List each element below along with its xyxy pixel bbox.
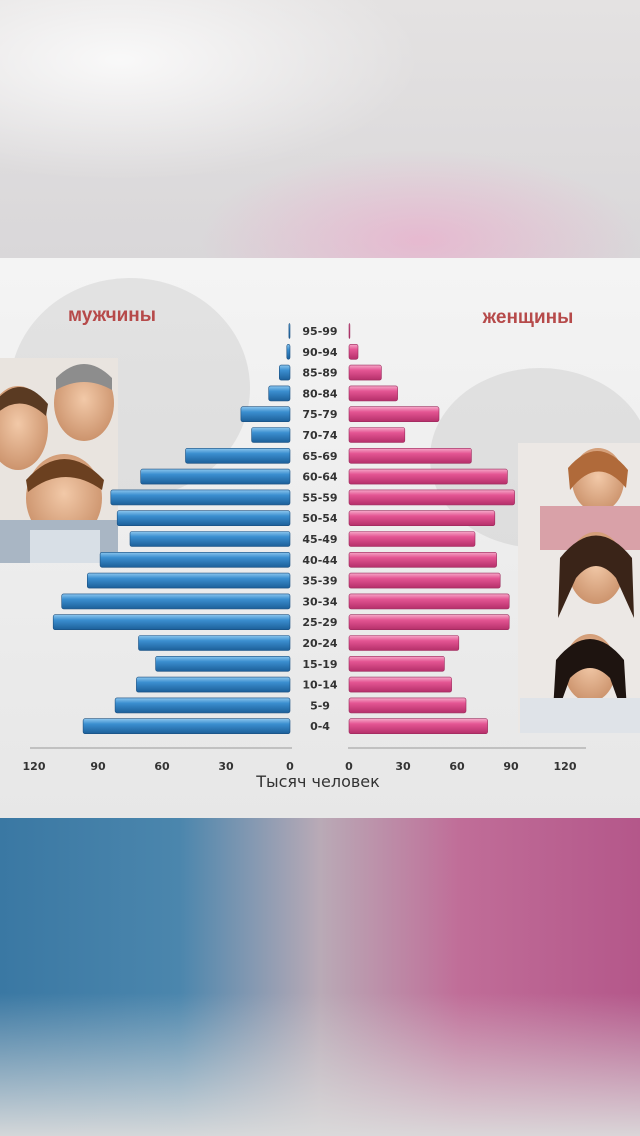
bar-women-30-34 bbox=[348, 593, 510, 610]
bar-men-90-94 bbox=[286, 344, 291, 360]
bar-men-40-44 bbox=[99, 551, 291, 568]
bar-women-0-4 bbox=[348, 718, 488, 735]
bar-men-45-49 bbox=[129, 531, 291, 547]
bar-women-85-89 bbox=[348, 364, 382, 381]
age-label-70-74: 70-74 bbox=[302, 429, 338, 442]
bar-women-60-64 bbox=[348, 468, 508, 485]
bar-women-45-49 bbox=[348, 531, 476, 547]
tick-labels-group: 120 90 60 30 0 0 30 60 90 120 bbox=[23, 760, 577, 773]
legend-women-label: женщины bbox=[482, 307, 574, 328]
age-label-65-69: 65-69 bbox=[302, 450, 337, 463]
bar-men-25-29 bbox=[52, 614, 291, 631]
bar-men-10-14 bbox=[136, 676, 291, 693]
age-label-5-9: 5-9 bbox=[310, 699, 330, 712]
bar-men-80-84 bbox=[268, 385, 291, 402]
bar-women-50-54 bbox=[348, 510, 496, 526]
bar-women-75-79 bbox=[348, 406, 440, 422]
tick-right-0: 0 bbox=[345, 760, 353, 773]
age-label-10-14: 10-14 bbox=[302, 679, 338, 692]
age-label-75-79: 75-79 bbox=[302, 408, 337, 421]
tick-left-90: 90 bbox=[90, 760, 106, 773]
x-axis-label: Тысяч человек bbox=[255, 772, 380, 791]
age-label-35-39: 35-39 bbox=[302, 575, 337, 588]
bar-men-20-24 bbox=[138, 635, 291, 651]
bar-women-55-59 bbox=[348, 489, 515, 506]
tick-left-120: 120 bbox=[23, 760, 46, 773]
bar-men-5-9 bbox=[114, 697, 291, 714]
tick-right-120: 120 bbox=[554, 760, 577, 773]
bar-women-70-74 bbox=[348, 427, 406, 443]
bar-men-60-64 bbox=[140, 468, 291, 485]
bar-women-10-14 bbox=[348, 676, 452, 693]
bar-men-30-34 bbox=[61, 593, 291, 610]
age-label-85-89: 85-89 bbox=[302, 367, 337, 380]
bar-women-90-94 bbox=[348, 344, 359, 360]
tick-left-0: 0 bbox=[286, 760, 294, 773]
bar-women-95-99 bbox=[348, 323, 351, 339]
age-label-90-94: 90-94 bbox=[302, 346, 338, 359]
family-men-photo-icon bbox=[0, 358, 118, 563]
tick-right-90: 90 bbox=[503, 760, 519, 773]
age-label-30-34: 30-34 bbox=[302, 595, 338, 608]
age-label-55-59: 55-59 bbox=[302, 491, 337, 504]
bar-men-85-89 bbox=[278, 364, 291, 381]
bar-women-5-9 bbox=[348, 697, 467, 714]
chart-frame: мужчины женщины 95-99 90-94 85-89 80-84 75-7… bbox=[0, 258, 640, 818]
bar-women-80-84 bbox=[348, 385, 398, 402]
age-label-45-49: 45-49 bbox=[302, 533, 337, 546]
bar-women-65-69 bbox=[348, 448, 472, 464]
bar-women-40-44 bbox=[348, 551, 497, 568]
age-label-20-24: 20-24 bbox=[302, 637, 338, 650]
bar-women-35-39 bbox=[348, 572, 501, 589]
bar-men-55-59 bbox=[110, 489, 291, 506]
bar-men-15-19 bbox=[155, 655, 291, 672]
age-labels-group: 95-99 90-94 85-89 80-84 75-79 70-74 65-69 60-64… bbox=[302, 325, 338, 733]
bars-women-group bbox=[348, 323, 515, 735]
population-pyramid-chart: мужчины женщины 95-99 90-94 85-89 80-84 75-7… bbox=[0, 305, 640, 791]
bar-women-25-29 bbox=[348, 614, 510, 631]
bar-men-65-69 bbox=[185, 448, 291, 464]
age-label-95-99: 95-99 bbox=[302, 325, 337, 338]
age-label-80-84: 80-84 bbox=[302, 387, 338, 400]
bar-men-95-99 bbox=[288, 323, 291, 339]
bars-men-group bbox=[52, 323, 291, 735]
bar-men-50-54 bbox=[116, 510, 291, 526]
age-label-60-64: 60-64 bbox=[302, 471, 338, 484]
age-label-50-54: 50-54 bbox=[302, 512, 338, 525]
background-top bbox=[0, 0, 640, 258]
tick-right-30: 30 bbox=[395, 760, 411, 773]
bar-men-0-4 bbox=[82, 718, 291, 735]
tick-left-30: 30 bbox=[218, 760, 234, 773]
background-bottom bbox=[0, 818, 640, 1136]
tick-right-60: 60 bbox=[449, 760, 465, 773]
bar-men-75-79 bbox=[240, 406, 291, 422]
age-label-40-44: 40-44 bbox=[302, 554, 338, 567]
bar-women-15-19 bbox=[348, 655, 445, 672]
bar-men-70-74 bbox=[251, 427, 291, 443]
age-label-25-29: 25-29 bbox=[302, 616, 337, 629]
age-label-0-4: 0-4 bbox=[310, 720, 330, 733]
legend-men-label: мужчины bbox=[68, 305, 156, 326]
family-women-photo-icon bbox=[518, 443, 640, 733]
bar-men-35-39 bbox=[87, 572, 291, 589]
bar-women-20-24 bbox=[348, 635, 460, 651]
tick-left-60: 60 bbox=[154, 760, 170, 773]
age-label-15-19: 15-19 bbox=[302, 658, 337, 671]
